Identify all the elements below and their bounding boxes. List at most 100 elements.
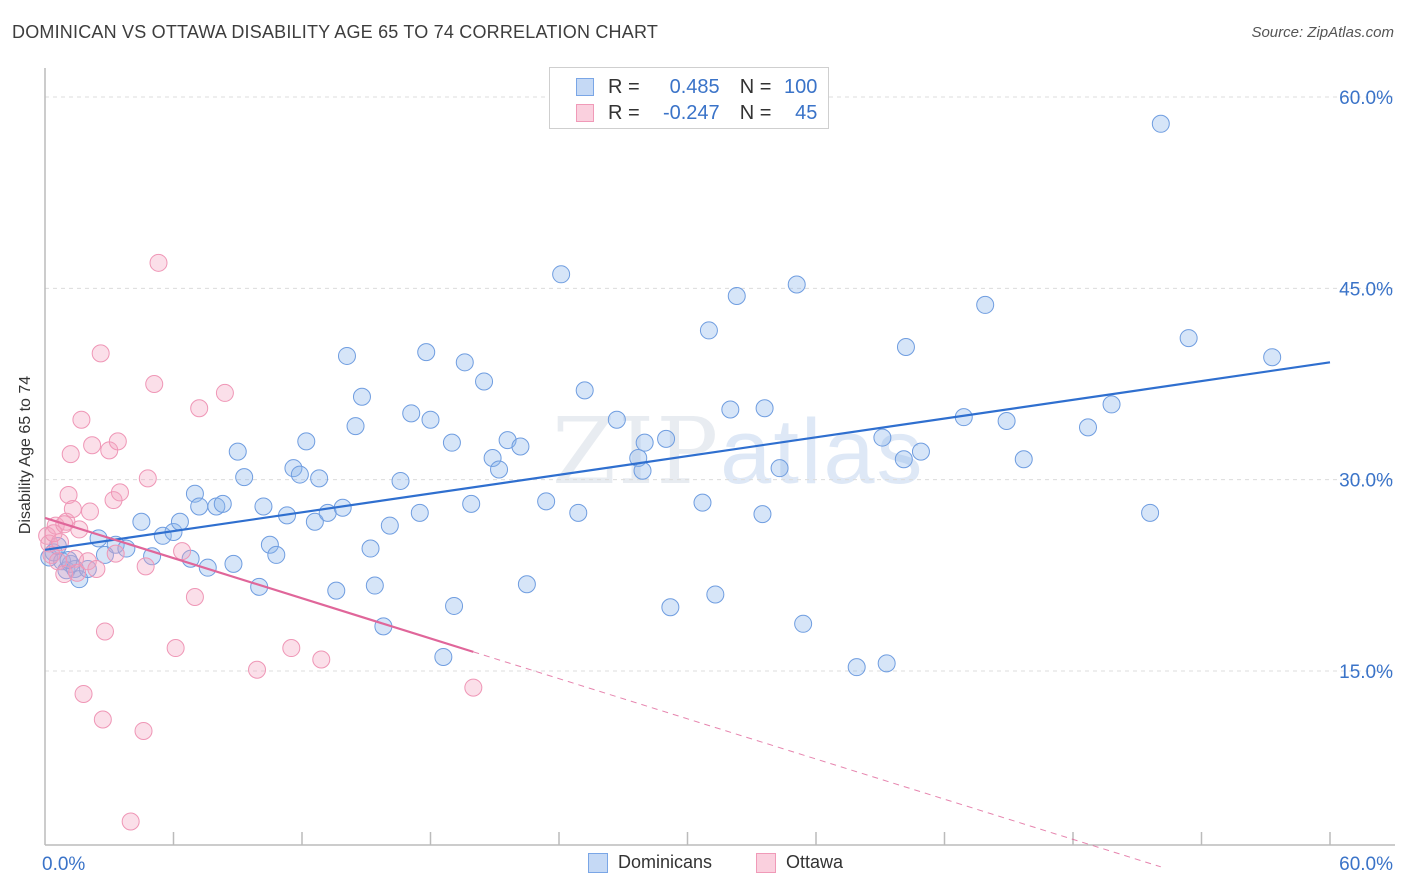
watermark-atlas: atlas (720, 401, 925, 503)
tick-labels: 15.0% 30.0% 45.0% 60.0% 0.0% 60.0% (42, 88, 1393, 875)
legend-r-label: R = (608, 75, 640, 98)
series-swatch-dominicans (588, 852, 608, 873)
chart-title: DOMINICAN VS OTTAWA DISABILITY AGE 65 TO… (12, 22, 659, 42)
dominicans-point (284, 459, 303, 478)
dominicans-point (170, 512, 189, 531)
ottawa-point (95, 622, 114, 641)
dominicans-point (1151, 114, 1170, 133)
dominicans-point (410, 503, 429, 522)
ottawa-point (282, 639, 301, 658)
dominicans-point (997, 411, 1016, 430)
dominicans-point (445, 596, 464, 615)
series-label-ottawa: Ottawa (786, 852, 844, 872)
dominicans-point (442, 433, 461, 452)
ottawa-point (464, 678, 483, 697)
dominicans-point (873, 428, 892, 447)
legend-n-value: 45 (795, 101, 818, 124)
dominicans-point (661, 598, 680, 617)
y-tick-label: 60.0% (1339, 88, 1393, 109)
dominicans-point (1141, 503, 1160, 522)
series-label-dominicans: Dominicans (618, 852, 713, 872)
ottawa-point (248, 660, 267, 679)
dominicans-point (575, 381, 594, 400)
ottawa-trend-extension (473, 651, 1161, 868)
dominicans-point (847, 658, 866, 677)
dominicans-point (896, 338, 915, 357)
ottawa-point (74, 684, 93, 703)
dominicans-point (753, 505, 772, 524)
ottawa-point (215, 383, 234, 402)
dominicans-point (132, 512, 151, 531)
dominicans-point (911, 442, 930, 461)
dominicans-point (569, 503, 588, 522)
dominicans-point (633, 461, 652, 480)
x-tick-label-max: 60.0% (1339, 854, 1393, 875)
dominicans-point (213, 494, 232, 513)
dominicans-point (877, 654, 896, 673)
dominicans-point (727, 286, 746, 305)
ottawa-point (68, 563, 87, 582)
ottawa-point (166, 639, 185, 658)
dominicans-point (391, 471, 410, 490)
dominicans-point (228, 442, 247, 461)
dominicans-point (894, 450, 913, 469)
series-legend-ottawa: Ottawa (756, 852, 843, 873)
dominicans-point (297, 432, 316, 451)
dominicans-point (483, 448, 502, 467)
dominicans-point (537, 492, 556, 511)
dominicans-point (1263, 348, 1282, 367)
y-tick-label: 15.0% (1339, 662, 1393, 683)
ottawa-point (136, 557, 155, 576)
dominicans-point (657, 429, 676, 448)
ottawa-point (185, 588, 204, 607)
dominicans-point (337, 346, 356, 365)
source-label: Source: ZipAtlas.com (1251, 24, 1394, 41)
ottawa-point (110, 483, 129, 502)
ottawa-point (72, 410, 91, 429)
dominicans-point (267, 545, 286, 564)
ottawa-point (80, 502, 99, 521)
dominicans-point (635, 433, 654, 452)
dominicans-point (380, 516, 399, 535)
dominicans-point (1179, 329, 1198, 348)
dominicans-point (699, 321, 718, 340)
dominicans-point (475, 372, 494, 391)
dominicans-point (462, 494, 481, 513)
legend-r-label: R = (608, 101, 640, 124)
series-legend: Dominicans Ottawa (0, 852, 1406, 876)
legend-swatch-dominicans (576, 78, 594, 96)
dominicans-point (455, 353, 474, 372)
ottawa-point (121, 812, 140, 831)
dominicans-point (517, 575, 536, 594)
ottawa-point (173, 542, 192, 561)
series-legend-dominicans: Dominicans (588, 852, 712, 873)
dominicans-point (310, 469, 329, 488)
ottawa-point (63, 500, 82, 519)
dominicans-point (417, 343, 436, 362)
dominicans-point (346, 417, 365, 436)
ottawa-point (61, 445, 80, 464)
axes (44, 68, 1395, 846)
ottawa-trend-line (44, 516, 474, 653)
y-tick-label: 30.0% (1339, 471, 1393, 492)
dominicans-point (402, 404, 421, 423)
dominicans-point (755, 399, 774, 418)
dominicans-point (434, 647, 453, 666)
dominicans-point (190, 497, 209, 516)
series-swatch-ottawa (756, 852, 776, 873)
ottawa-point (108, 432, 127, 451)
ottawa-point (104, 491, 123, 510)
dominicans-point (706, 585, 725, 604)
dominicans-point (552, 265, 571, 284)
dominicans-point (352, 387, 371, 406)
dominicans-point (327, 581, 346, 600)
legend-row-ottawa: R = -0.247 N = 45 (576, 101, 817, 125)
dominicans-point (490, 460, 509, 479)
ottawa-point (106, 544, 125, 563)
ottawa-point (149, 253, 168, 272)
dominicans-point (976, 295, 995, 314)
ottawa-point (93, 710, 112, 729)
watermark: ZIPatlas (552, 398, 925, 505)
dominicans-point (794, 614, 813, 633)
